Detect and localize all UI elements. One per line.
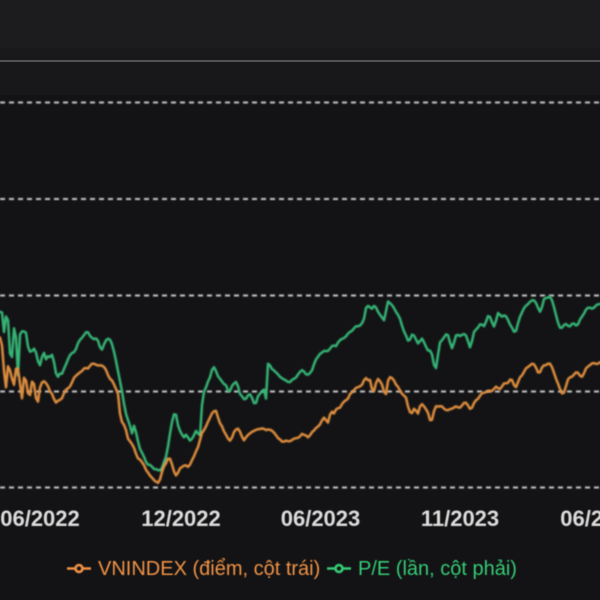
svg-text:06/2022: 06/2022 [0,506,80,531]
svg-text:VNINDEX (điểm, cột trái): VNINDEX (điểm, cột trái) [98,558,320,580]
svg-text:06/2023: 06/2023 [281,506,361,531]
svg-text:P/E (lần, cột phải): P/E (lần, cột phải) [358,558,517,580]
svg-text:06/2024: 06/2024 [560,506,600,531]
svg-text:12/2022: 12/2022 [141,506,221,531]
svg-text:11/2023: 11/2023 [421,506,499,531]
